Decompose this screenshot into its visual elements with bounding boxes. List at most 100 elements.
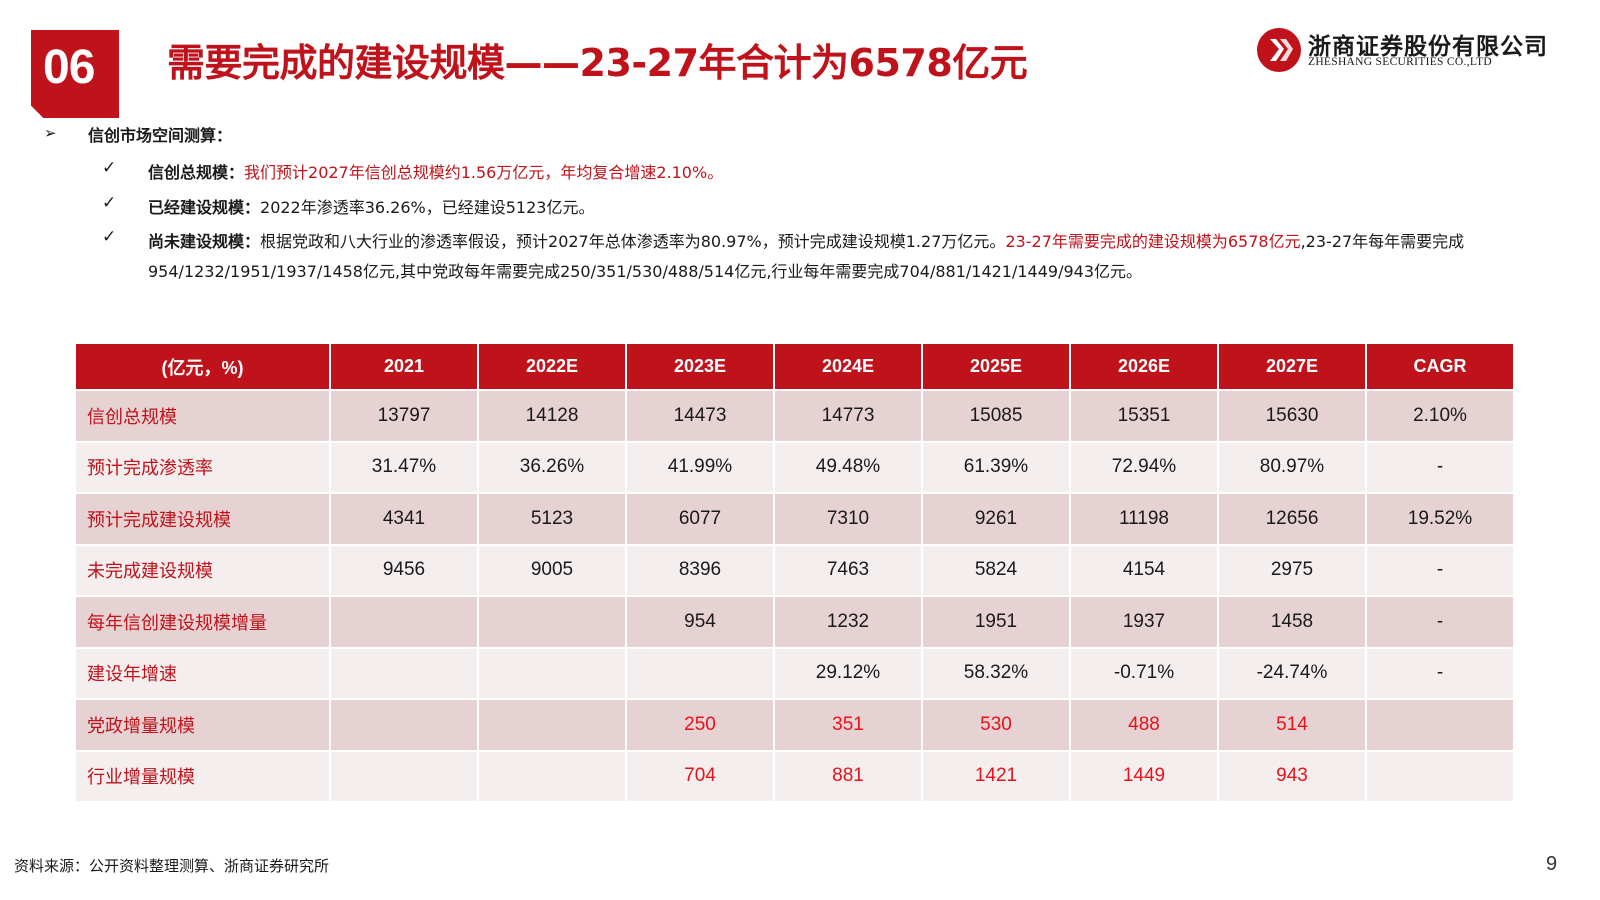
table-cell: [329, 595, 479, 649]
section-number: 06: [43, 41, 95, 94]
table-cell: 1449: [1069, 749, 1219, 803]
table-cell: 1937: [1069, 595, 1219, 649]
table-cell: [329, 749, 479, 803]
source-note: 资料来源：公开资料整理测算、浙商证券研究所: [14, 857, 330, 875]
market-scale-table: (亿元，%) 2021 2022E 2023E 2024E 2025E 2026…: [74, 342, 1515, 803]
page-title: 需要完成的建设规模——23-27年合计为6578亿元: [167, 41, 1028, 85]
table-cell: 1458: [1217, 595, 1367, 649]
table-cell: 15085: [921, 389, 1071, 443]
row-label: 未完成建设规模: [74, 543, 331, 597]
table-cell: 15630: [1217, 389, 1367, 443]
row-label: 建设年增速: [74, 646, 331, 700]
zheshang-logo-icon: [1257, 28, 1301, 72]
logo-company-name-en: ZHESHANG SECURITIES CO.,LTD: [1308, 56, 1493, 68]
table-cell: 7463: [773, 543, 923, 597]
table-cell: 5123: [477, 492, 627, 546]
table-cell: -: [1365, 543, 1515, 597]
table-cell: 4154: [1069, 543, 1219, 597]
table-header-row: (亿元，%) 2021 2022E 2023E 2024E 2025E 2026…: [74, 342, 1515, 391]
column-header: (亿元，%): [74, 342, 331, 391]
table-cell: 36.26%: [477, 440, 627, 494]
table-cell: 14128: [477, 389, 627, 443]
table-row: 预计完成渗透率 31.47% 36.26% 41.99% 49.48% 61.39% 72.…: [74, 440, 1515, 494]
check-bullet-icon: ✓: [102, 193, 117, 213]
table-cell: 5824: [921, 543, 1071, 597]
bullet-label: 信创总规模：: [148, 163, 245, 182]
table-cell: 954: [625, 595, 775, 649]
table-cell: 8396: [625, 543, 775, 597]
table-cell: [1365, 749, 1515, 803]
row-label: 预计完成建设规模: [74, 492, 331, 546]
bullet-highlight-text: 23-27年需要完成的建设规模为6578亿元: [1005, 232, 1301, 251]
bullet-heading-text: 信创市场空间测算：: [88, 126, 233, 145]
table-cell: 9005: [477, 543, 627, 597]
table-row: 建设年增速 29.12% 58.32% -0.71% -24.74% -: [74, 646, 1515, 700]
table-cell: 72.94%: [1069, 440, 1219, 494]
table-cell: 250: [625, 698, 775, 752]
column-header: CAGR: [1365, 342, 1515, 391]
table-cell: 881: [773, 749, 923, 803]
table-cell: 351: [773, 698, 923, 752]
table-row: 每年信创建设规模增量 954 1232 1951 1937 1458-: [74, 595, 1515, 649]
bullet-text: 根据党政和八大行业的渗透率假设，预计2027年总体渗透率为80.97%，预计完成…: [260, 232, 1006, 251]
table-cell: 11198: [1069, 492, 1219, 546]
table-cell: 488: [1069, 698, 1219, 752]
table-cell: 6077: [625, 492, 775, 546]
bullet-text-rest: ,23-27年每年需要完成954/1232/1951/1937/1458亿元,其…: [148, 232, 1465, 281]
column-header: 2023E: [625, 342, 775, 391]
row-label: 行业增量规模: [74, 749, 331, 803]
table-cell: 29.12%: [773, 646, 923, 700]
table-cell: 514: [1217, 698, 1367, 752]
table-cell: 530: [921, 698, 1071, 752]
table-cell: 9456: [329, 543, 479, 597]
table-cell: 7310: [773, 492, 923, 546]
company-logo: 浙商证券股份有限公司 ZHESHANG SECURITIES CO.,LTD: [1256, 27, 1556, 75]
table-cell: 31.47%: [329, 440, 479, 494]
table-cell: [477, 595, 627, 649]
arrow-bullet-icon: ➢: [44, 124, 57, 142]
column-header: 2026E: [1069, 342, 1219, 391]
table-cell: -0.71%: [1069, 646, 1219, 700]
table-cell: 2.10%: [1365, 389, 1515, 443]
table-cell: 2975: [1217, 543, 1367, 597]
table-cell: 14473: [625, 389, 775, 443]
table-cell: 1232: [773, 595, 923, 649]
table-cell: 704: [625, 749, 775, 803]
table-cell: 19.52%: [1365, 492, 1515, 546]
table-cell: -: [1365, 440, 1515, 494]
table-cell: 41.99%: [625, 440, 775, 494]
table-cell: 4341: [329, 492, 479, 546]
bullet-label: 尚未建设规模：: [148, 232, 261, 251]
column-header: 2024E: [773, 342, 923, 391]
table-cell: 1951: [921, 595, 1071, 649]
table-cell: 14773: [773, 389, 923, 443]
page-number: 9: [1546, 853, 1558, 875]
row-label: 每年信创建设规模增量: [74, 595, 331, 649]
column-header: 2022E: [477, 342, 627, 391]
table-cell: [477, 698, 627, 752]
table-row: 预计完成建设规模 4341 5123 6077 7310 9261 11198 12656 19…: [74, 492, 1515, 546]
column-header: 2021: [329, 342, 479, 391]
row-label: 党政增量规模: [74, 698, 331, 752]
column-header: 2025E: [921, 342, 1071, 391]
table-cell: [1365, 698, 1515, 752]
table-cell: 1421: [921, 749, 1071, 803]
table-cell: 58.32%: [921, 646, 1071, 700]
table-cell: -24.74%: [1217, 646, 1367, 700]
table-cell: [329, 698, 479, 752]
check-bullet-icon: ✓: [102, 158, 117, 178]
table-cell: 49.48%: [773, 440, 923, 494]
row-label: 预计完成渗透率: [74, 440, 331, 494]
table-cell: 12656: [1217, 492, 1367, 546]
table-cell: [625, 646, 775, 700]
bullet-label: 已经建设规模：: [148, 198, 261, 217]
table-cell: [477, 646, 627, 700]
table-row: 行业增量规模 704 881 1421 1449 943: [74, 749, 1515, 803]
table-cell: 13797: [329, 389, 479, 443]
table-cell: [329, 646, 479, 700]
row-label: 信创总规模: [74, 389, 331, 443]
column-header: 2027E: [1217, 342, 1367, 391]
table-row: 未完成建设规模 9456 9005 8396 7463 5824 4154 2975-: [74, 543, 1515, 597]
table-row: 党政增量规模 250 351 530 488 514: [74, 698, 1515, 752]
table-cell: -: [1365, 595, 1515, 649]
